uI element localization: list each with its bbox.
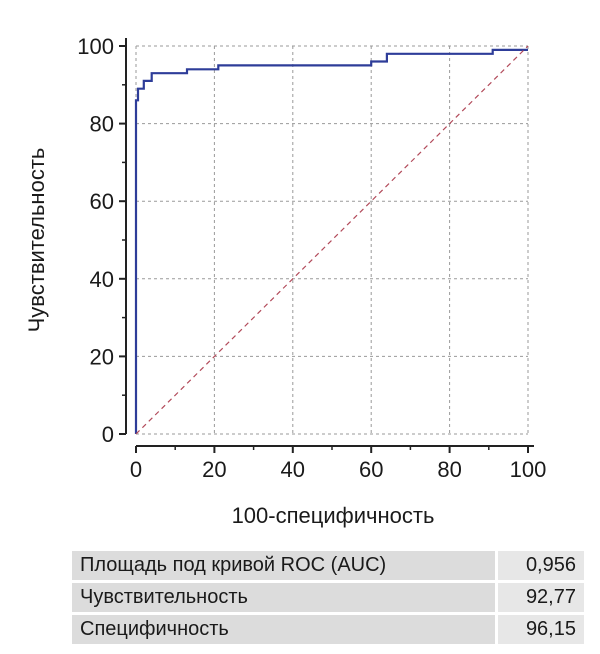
y-tick-label: 80 [90, 112, 114, 137]
stats-row-sensitivity: Чувствительность 92,77 [72, 583, 584, 612]
y-tick-label: 20 [90, 344, 114, 369]
y-axis-label: Чувствительность [24, 148, 49, 333]
y-tick-label: 0 [102, 422, 114, 447]
x-tick-label: 0 [130, 457, 142, 482]
reference-diagonal-line [135, 45, 529, 435]
stats-row-specificity: Специфичность 96,15 [72, 615, 584, 644]
stats-label: Площадь под кривой ROC (AUC) [72, 551, 495, 580]
stats-value: 0,956 [495, 551, 584, 580]
stats-table: Площадь под кривой ROC (AUC) 0,956 Чувст… [72, 548, 584, 647]
x-tick-label: 20 [202, 457, 226, 482]
x-axis-label: 100-специфичность [232, 503, 435, 528]
y-tick-label: 100 [77, 34, 114, 59]
series-layer [134, 45, 529, 435]
tick-labels: 0 20 40 60 80 100 0 20 40 60 80 100 [77, 34, 546, 482]
x-tick-label: 60 [359, 457, 383, 482]
y-tick-label: 60 [90, 189, 114, 214]
roc-chart: 0 20 40 60 80 100 0 20 40 60 80 100 100-специфичнос… [24, 34, 546, 528]
y-tick-label: 40 [90, 267, 114, 292]
stats-row-auc: Площадь под кривой ROC (AUC) 0,956 [72, 551, 584, 580]
stats-value: 92,77 [495, 583, 584, 612]
axes [119, 38, 534, 453]
x-tick-label: 100 [510, 457, 547, 482]
x-tick-label: 40 [281, 457, 305, 482]
roc-curve-line [134, 48, 528, 434]
grid [135, 45, 529, 435]
stats-label: Чувствительность [72, 583, 495, 612]
stats-label: Специфичность [72, 615, 495, 644]
x-tick-label: 80 [437, 457, 461, 482]
stats-value: 96,15 [495, 615, 584, 644]
